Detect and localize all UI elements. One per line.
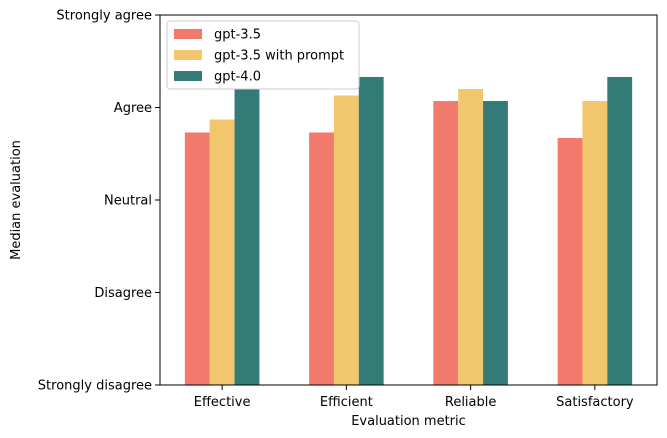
legend-swatch [174, 50, 202, 60]
bar-gpt-3-5-efficient [309, 132, 334, 385]
bar-gpt-3-5-effective [184, 132, 210, 385]
y-axis: Strongly disagree Disagree Neutral Agree Str… [38, 9, 160, 394]
y-tick-label: Strongly disagree [38, 379, 152, 394]
bar-gpt-4-0-reliable [483, 101, 508, 386]
legend-box [166, 20, 360, 90]
bar-gpt-3-5-reliable [433, 101, 459, 386]
bar-gpt-3-5-with-prompt-efficient [333, 95, 359, 385]
x-tick-label: Effective [194, 395, 251, 410]
legend: gpt-3.5 gpt-3.5 with prompt gpt-4.0 [166, 20, 360, 90]
bar-gpt-3-5-with-prompt-reliable [458, 89, 484, 385]
y-axis-title: Median evaluation [9, 140, 24, 260]
bar-gpt-4-0-effective [234, 89, 260, 385]
x-tick-label: Efficient [320, 395, 373, 410]
bars [184, 76, 633, 386]
legend-swatch [174, 29, 202, 39]
bar-gpt-4-0-efficient [358, 76, 384, 385]
bar-gpt-3-5-with-prompt-effective [209, 119, 235, 386]
y-tick-label: Neutral [104, 194, 152, 209]
x-axis: Effective Efficient Reliable Satisfactory [194, 385, 634, 410]
legend-label: gpt-4.0 [214, 70, 261, 85]
x-tick-label: Satisfactory [556, 395, 634, 410]
y-tick-label: Agree [114, 101, 152, 116]
x-tick-label: Reliable [445, 395, 497, 410]
bar-gpt-3-5-satisfactory [557, 138, 583, 385]
bar-gpt-4-0-satisfactory [607, 76, 633, 385]
y-tick-label: Strongly agree [56, 9, 152, 24]
legend-label: gpt-3.5 [214, 28, 261, 43]
y-tick-label: Disagree [94, 286, 152, 301]
x-axis-title: Evaluation metric [351, 414, 466, 429]
bar-gpt-3-5-with-prompt-satisfactory [582, 101, 608, 386]
legend-label: gpt-3.5 with prompt [214, 49, 344, 64]
legend-swatch [174, 71, 202, 81]
